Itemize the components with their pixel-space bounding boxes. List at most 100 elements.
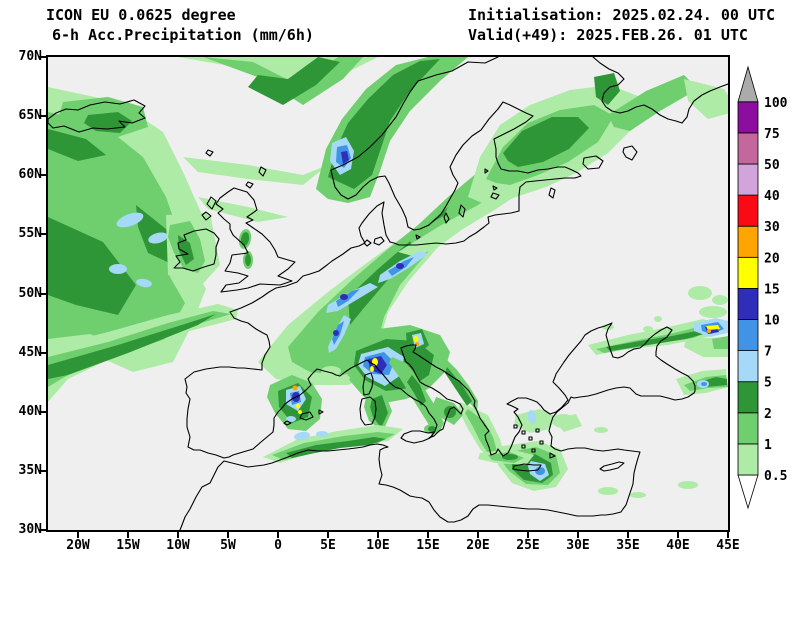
islands-balearic bbox=[283, 409, 324, 426]
precip-region-1mm bbox=[712, 336, 728, 349]
lon-tick bbox=[727, 531, 729, 538]
precip-region-0.5mm bbox=[594, 427, 608, 433]
precip-region-2mm bbox=[428, 426, 436, 432]
precip-region-15mm bbox=[370, 366, 374, 372]
precip-region-2mm bbox=[444, 406, 456, 418]
legend-threshold-label: 20 bbox=[764, 251, 780, 266]
lon-tick-label: 20W bbox=[66, 538, 90, 553]
precip-region-0.5mm bbox=[643, 326, 653, 332]
precip-region-1mm bbox=[465, 409, 497, 455]
precip-region-1mm bbox=[608, 75, 698, 131]
legend-threshold-label: 0.5 bbox=[764, 469, 787, 484]
legend-band-50mm bbox=[737, 132, 759, 165]
precip-region-0.5mm bbox=[684, 79, 728, 119]
precip-region-2mm bbox=[503, 117, 589, 167]
lon-tick-label: 45E bbox=[716, 538, 740, 553]
legend-threshold-label: 75 bbox=[764, 127, 780, 142]
coastline-iceland bbox=[48, 99, 146, 133]
europe-precipitation-map bbox=[48, 57, 728, 530]
legend-threshold-label: 15 bbox=[764, 282, 780, 297]
legend-band-15mm bbox=[737, 256, 759, 289]
map-frame bbox=[46, 55, 730, 532]
islands-baltic bbox=[415, 168, 500, 240]
lat-tick bbox=[39, 174, 46, 177]
lon-tick bbox=[577, 531, 579, 538]
island-sardinia bbox=[359, 396, 377, 426]
precip-region-2mm bbox=[606, 331, 704, 351]
precip-region-2mm bbox=[370, 395, 388, 428]
legend-band-5mm bbox=[737, 350, 759, 383]
lat-tick bbox=[39, 351, 46, 354]
lon-tick bbox=[627, 531, 629, 538]
lat-tick-label: 30N bbox=[18, 522, 42, 537]
precip-region-15mm bbox=[413, 336, 419, 342]
island-crete bbox=[512, 463, 542, 472]
island-sicily bbox=[400, 430, 435, 444]
coastline-ireland bbox=[173, 228, 220, 272]
coastline-white-sea bbox=[592, 57, 728, 124]
precip-region-0.5mm bbox=[688, 286, 712, 300]
lon-tick bbox=[427, 531, 429, 538]
precip-region-2mm bbox=[286, 437, 386, 458]
islands-aegean bbox=[513, 424, 556, 459]
precip-region-7mm bbox=[336, 289, 360, 307]
lat-tick bbox=[39, 233, 46, 236]
lat-tick bbox=[39, 292, 46, 295]
precip-region-20mm bbox=[292, 385, 298, 391]
precip-region-5mm bbox=[116, 212, 144, 228]
lon-tick bbox=[77, 531, 79, 538]
lon-tick-label: 15W bbox=[116, 538, 140, 553]
legend-threshold-label: 5 bbox=[764, 376, 772, 391]
legend-band-0.5mm bbox=[737, 443, 759, 476]
lon-tick-label: 30E bbox=[566, 538, 590, 553]
island-corsica bbox=[362, 372, 374, 396]
legend-threshold-label: 7 bbox=[764, 345, 772, 360]
legend-threshold-label: 2 bbox=[764, 407, 772, 422]
legend-band-7mm bbox=[737, 319, 759, 352]
precip-region-5mm bbox=[286, 416, 296, 422]
islands-denmark bbox=[363, 236, 385, 247]
legend-threshold-label: 30 bbox=[764, 220, 780, 235]
precip-region-0.5mm bbox=[183, 157, 328, 185]
precip-region-0.5mm bbox=[198, 197, 288, 222]
lon-tick-label: 25E bbox=[516, 538, 540, 553]
lat-tick bbox=[39, 115, 46, 118]
precip-region-2mm bbox=[502, 454, 518, 460]
precip-region-10mm bbox=[333, 330, 339, 336]
lat-tick bbox=[39, 56, 46, 58]
lon-tick-label: 5W bbox=[220, 538, 236, 553]
coastline-layer bbox=[48, 57, 728, 530]
lat-tick-label: 35N bbox=[18, 462, 42, 478]
precipitation-colorbar: 0.5 1 2 5 7 10 15 20 30 40 50 75 100 bbox=[737, 65, 788, 510]
lat-tick-label: 65N bbox=[18, 108, 42, 124]
coastline-mainland-south bbox=[179, 201, 696, 530]
lat-tick bbox=[39, 410, 46, 413]
precip-region-0.5mm bbox=[630, 492, 646, 498]
legend-band-10mm bbox=[737, 287, 759, 320]
precip-region-15mm bbox=[706, 325, 720, 330]
lon-tick-label: 10E bbox=[366, 538, 390, 553]
legend-threshold-label: 100 bbox=[764, 96, 788, 111]
valid-time: Valid(+49): 2025.FEB.26. 01 UTC bbox=[468, 26, 748, 44]
lon-tick bbox=[327, 531, 329, 538]
precip-region-2mm bbox=[245, 254, 251, 266]
lat-tick-label: 55N bbox=[18, 226, 42, 242]
precip-region-0.5mm bbox=[678, 481, 698, 489]
lon-tick bbox=[227, 531, 229, 538]
precipitation-layer bbox=[48, 57, 728, 498]
precip-region-5mm bbox=[136, 278, 152, 288]
lon-tick-label: 15E bbox=[416, 538, 440, 553]
precip-region-2mm bbox=[594, 73, 620, 105]
precip-region-5mm bbox=[316, 431, 328, 437]
model-title: ICON EU 0.0625 degree bbox=[46, 6, 236, 24]
precip-region-0.5mm bbox=[598, 487, 618, 495]
product-title: 6-h Acc.Precipitation (mm/6h) bbox=[52, 26, 314, 44]
coastline-scandinavia-baltic bbox=[330, 57, 582, 246]
lat-tick-label: 40N bbox=[18, 403, 42, 419]
precip-region-20mm bbox=[707, 329, 711, 333]
lon-tick-label: 10W bbox=[166, 538, 190, 553]
precip-region-5mm bbox=[527, 410, 537, 424]
precip-region-5mm bbox=[148, 232, 168, 244]
precip-region-7mm bbox=[535, 467, 545, 475]
lat-tick bbox=[39, 529, 46, 531]
